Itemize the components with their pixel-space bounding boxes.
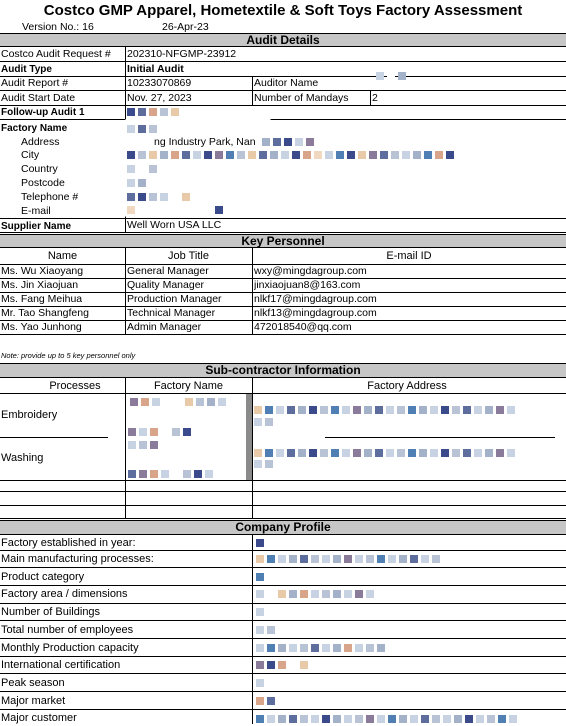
audit-start-value: Nov. 27, 2023 [127,92,192,104]
audit-request-label: Costco Audit Request # [1,48,111,60]
redacted-sub-address-1b [254,417,273,427]
redacted-buildings [256,607,264,617]
redacted-postcode [127,178,146,188]
personnel-email-2: jinxiaojuan8@163.com [254,279,361,291]
address-label: Address [21,136,60,148]
redacted-email [127,205,223,215]
profile-major-customer: Major customer [1,712,77,724]
address-partial: ng Industry Park, Nan [154,136,256,148]
sub-col-factory-name: Factory Name [153,380,224,392]
redacted-telephone [127,192,190,202]
profile-capacity: Monthly Production capacity [1,642,139,654]
personnel-name-2: Ms. Jin Xiaojuan [1,279,79,291]
profile-peak-season: Peak season [1,677,65,689]
redacted-capacity [256,643,385,653]
mandays-label: Number of Mandays [254,92,349,104]
audit-request-value: 202310-NFGMP-23912 [127,48,237,60]
redacted-certification [256,660,308,670]
personnel-title-4: Technical Manager [127,307,216,319]
redaction-bar [246,394,252,480]
form-date: 26-Apr-23 [162,21,209,33]
profile-employees: Total number of employees [1,624,134,636]
redacted-followup [127,107,179,117]
redacted-auditor-name [376,71,406,81]
factory-name-label: Factory Name [1,123,68,134]
telephone-label: Telephone # [21,191,79,203]
redacted-address [262,137,314,147]
followup-label: Follow-up Audit 1 [1,107,85,118]
redacted-city [127,150,454,160]
redaction-whiteout [122,118,274,218]
personnel-title-3: Production Manager [127,293,222,305]
personnel-email-4: nlkf13@mingdagroup.com [254,307,377,319]
redacted-established [256,538,264,548]
redacted-sub-factory-2a [128,427,191,437]
profile-factory-area: Factory area / dimensions [1,588,128,600]
redacted-major-market [256,696,275,706]
audit-start-label: Audit Start Date [1,92,76,104]
personnel-name-3: Ms. Fang Meihua [1,293,83,305]
redacted-peak-season [256,678,264,688]
redacted-sub-address-2 [254,448,515,458]
redacted-sub-address-2b [254,459,273,469]
sub-process-1: Embroidery [1,409,58,421]
redacted-category [256,572,264,582]
personnel-name-1: Ms. Wu Xiaoyang [1,265,84,277]
redacted-major-customer [256,714,517,724]
profile-processes: Main manufacturing processes: [1,553,154,565]
postcode-label: Postcode [21,177,65,189]
audit-type-label: Audit Type [1,64,52,75]
profile-certification: International certification [1,659,121,671]
subcontractor-header: Sub-contractor Information [0,363,566,378]
form-title: Costco GMP Apparel, Hometextile & Soft T… [43,2,523,19]
redacted-sub-factory-2c [128,469,213,479]
personnel-email-3: nlkf17@mingdagroup.com [254,293,377,305]
country-label: Country [21,163,58,175]
personnel-name-4: Mr. Tao Shangfeng [1,307,89,319]
personnel-title-5: Admin Manager [127,321,202,333]
redacted-processes [256,554,440,564]
audit-report-value: 10233070869 [127,77,192,89]
city-label: City [21,149,40,161]
personnel-col-title: Job Title [168,250,209,262]
profile-major-market: Major market [1,695,66,707]
company-profile-header: Company Profile [0,520,566,535]
personnel-col-name: Name [47,250,78,262]
personnel-email-5: 472018540@qq.com [254,321,352,333]
personnel-title-1: General Manager [127,265,209,277]
redacted-employees [256,625,275,635]
personnel-name-5: Ms. Yao Junhong [1,321,82,333]
redacted-area [256,589,374,599]
version-number: Version No.: 16 [22,21,94,33]
key-personnel-header: Key Personnel [0,234,566,248]
profile-established: Factory established in year: [1,537,136,549]
redacted-sub-address-1 [254,405,515,415]
audit-report-label: Audit Report # [1,77,69,89]
redacted-country [127,164,157,174]
sub-col-processes: Processes [49,380,101,392]
personnel-title-2: Quality Manager [127,279,205,291]
audit-details-header: Audit Details [0,33,566,47]
sub-col-factory-address: Factory Address [367,380,447,392]
sub-process-2: Washing [1,452,44,464]
redacted-sub-factory-1a [130,397,226,407]
personnel-note: Note: provide up to 5 key personnel only [1,351,136,360]
personnel-email-1: wxy@mingdagroup.com [254,265,367,277]
profile-buildings: Number of Buildings [1,606,101,618]
supplier-name-label: Supplier Name [1,221,72,232]
redacted-factory-name [127,124,157,134]
supplier-name-value: Well Worn USA LLC [127,219,222,231]
mandays-value: 2 [372,92,378,104]
profile-product-category: Product category [1,571,85,583]
personnel-col-email: E-mail ID [386,250,432,262]
audit-type-value: Initial Audit [127,63,184,75]
email-label: E-mail [21,205,51,217]
auditor-name-label: Auditor Name [254,77,319,89]
redacted-sub-factory-2b [128,440,158,450]
